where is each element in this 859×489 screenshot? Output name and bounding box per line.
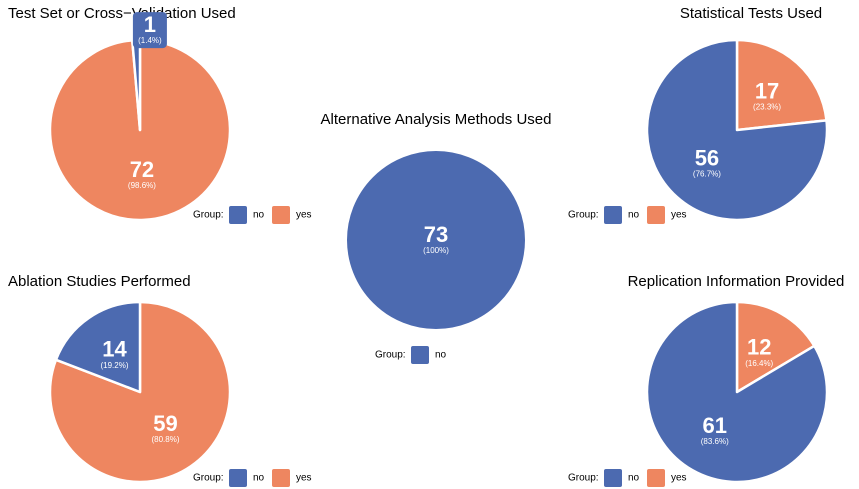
legend-label: no [628,210,640,221]
slice-percent-label: (16.4%) [745,359,773,368]
legend-title: Group: [193,210,224,221]
slice-value-label: 61 [703,413,727,438]
slice-value-label: 59 [153,411,177,436]
legend-label: no [628,473,640,484]
pie-slice [735,300,816,394]
chart-title: Ablation Studies Performed [8,273,191,290]
legend-label: no [253,473,265,484]
pie-slice [645,38,829,222]
label-box [132,12,167,49]
pie-slice [735,38,828,132]
slice-value-label: 73 [424,222,448,247]
slice-percent-label: (19.2%) [100,361,128,370]
legend-swatch [229,469,247,487]
legend-label: yes [671,473,687,484]
slice-percent-label: (83.6%) [701,437,729,446]
legend-label: yes [671,210,687,221]
chart-title: Test Set or Cross−Validation Used [8,5,236,22]
legend-swatch [229,206,247,224]
legend-label: yes [296,473,312,484]
legend-swatch [272,206,290,224]
legend-swatch [272,469,290,487]
legend-swatch [604,469,622,487]
legend-swatch [647,469,665,487]
chart-title: Replication Information Provided [628,273,845,290]
slice-percent-label: (76.7%) [693,170,721,179]
legend-label: no [435,350,447,361]
legend-label: yes [296,210,312,221]
legend-title: Group: [193,473,224,484]
slice-value-label: 56 [695,145,719,170]
slice-percent-label: (1.4%) [138,36,162,45]
slice-percent-label: (100%) [423,246,449,255]
legend-swatch [411,346,429,364]
slice-value-label: 14 [102,337,127,362]
pie-slice [645,300,829,484]
slice-percent-label: (23.3%) [753,103,781,112]
chart-title: Statistical Tests Used [680,5,822,22]
pie-slice [54,300,142,394]
legend-title: Group: [375,350,406,361]
legend-swatch [647,206,665,224]
slice-percent-label: (98.6%) [128,181,156,190]
slice-value-label: 12 [747,335,771,360]
legend-swatch [604,206,622,224]
legend-label: no [253,210,265,221]
pie-slice [345,149,527,331]
slice-percent-label: (80.8%) [151,435,179,444]
slice-value-label: 17 [755,78,779,103]
chart-title: Alternative Analysis Methods Used [321,111,552,128]
slice-value-label: 1 [144,12,156,37]
slice-value-label: 72 [130,157,154,182]
legend-title: Group: [568,473,599,484]
legend-title: Group: [568,210,599,221]
